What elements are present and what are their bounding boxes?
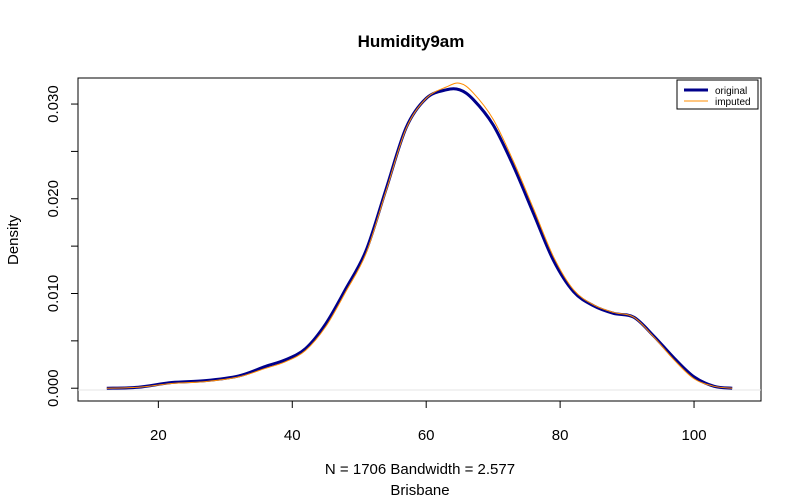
legend-box: [676, 79, 759, 110]
x-axis-label: N = 1706 Bandwidth = 2.577: [325, 461, 515, 478]
y-tick-label: 0.030: [45, 85, 62, 123]
legend-label-imputed: imputed: [715, 97, 751, 108]
y-axis-label: Density: [5, 214, 22, 265]
x-tick-label: 100: [682, 427, 707, 444]
plot-frame: [77, 77, 762, 402]
x-axis-sublabel: Brisbane: [390, 482, 449, 499]
y-tick-label: 0.020: [45, 180, 62, 218]
y-tick-label: 0.010: [45, 275, 62, 313]
x-axis: 20 40 60 80 100: [150, 400, 707, 444]
x-tick-label: 60: [418, 427, 435, 444]
y-tick-label: 0.000: [45, 369, 62, 407]
chart-title: Humidity9am: [358, 32, 465, 51]
x-tick-label: 40: [284, 427, 301, 444]
series-line-original: [106, 87, 733, 390]
x-tick-label: 80: [552, 427, 569, 444]
legend: original imputed: [676, 79, 759, 110]
series-group: [106, 82, 733, 390]
y-axis: 0.000 0.010 0.020 0.030: [45, 85, 79, 407]
x-tick-label: 20: [150, 427, 167, 444]
legend-label-original: original: [715, 86, 747, 97]
series-line-imputed: [106, 82, 733, 389]
